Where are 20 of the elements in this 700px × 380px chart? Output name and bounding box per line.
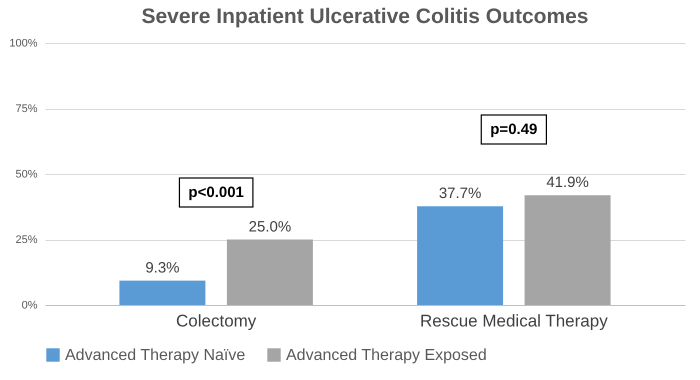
bar	[119, 280, 206, 305]
y-tick-label: 0%	[22, 300, 38, 312]
x-tick-label: Rescue Medical Therapy	[420, 312, 608, 330]
bar	[524, 195, 611, 305]
annotation: p=0.49	[490, 121, 538, 138]
annotation: p<0.001	[188, 184, 244, 201]
bar	[417, 206, 504, 305]
y-tick-label: 75%	[15, 103, 38, 115]
legend-label: Advanced Therapy Exposed	[286, 347, 487, 364]
y-tick-label: 50%	[15, 168, 38, 180]
legend-label: Advanced Therapy Naïve	[65, 347, 246, 364]
x-tick-label: Colectomy	[176, 312, 257, 330]
data-label: 25.0%	[248, 218, 292, 236]
data-label: 9.3%	[145, 260, 180, 277]
y-tick-label: 100%	[9, 38, 38, 50]
bar	[226, 240, 313, 305]
data-label: 41.9%	[546, 174, 589, 192]
data-label: 37.7%	[438, 185, 482, 202]
y-tick-label: 25%	[15, 234, 38, 246]
chart-title: Severe Inpatient Ulcerative Colitis Outcomes	[142, 5, 588, 28]
